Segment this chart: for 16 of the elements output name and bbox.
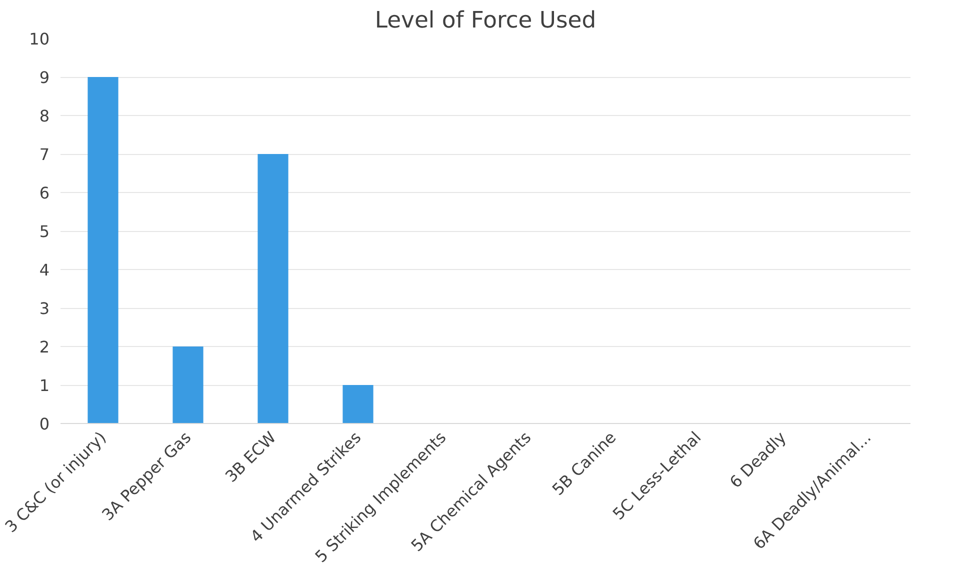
bar [258, 154, 288, 424]
bar [88, 77, 118, 424]
y-tick-label: 3 [39, 299, 50, 318]
y-tick-label: 4 [39, 260, 50, 280]
y-tick-label: 7 [39, 145, 50, 164]
chart-title: Level of Force Used [374, 8, 596, 34]
y-tick-label: 8 [39, 106, 50, 126]
y-tick-label: 5 [39, 222, 50, 241]
y-tick-label: 2 [39, 338, 50, 356]
bar [172, 346, 204, 424]
y-tick-label: 9 [39, 68, 50, 87]
bar [342, 385, 374, 424]
y-tick-label: 1 [39, 376, 50, 395]
y-tick-label: 0 [39, 414, 50, 434]
y-tick-label: 10 [29, 30, 50, 48]
y-tick-label: 6 [39, 184, 50, 202]
